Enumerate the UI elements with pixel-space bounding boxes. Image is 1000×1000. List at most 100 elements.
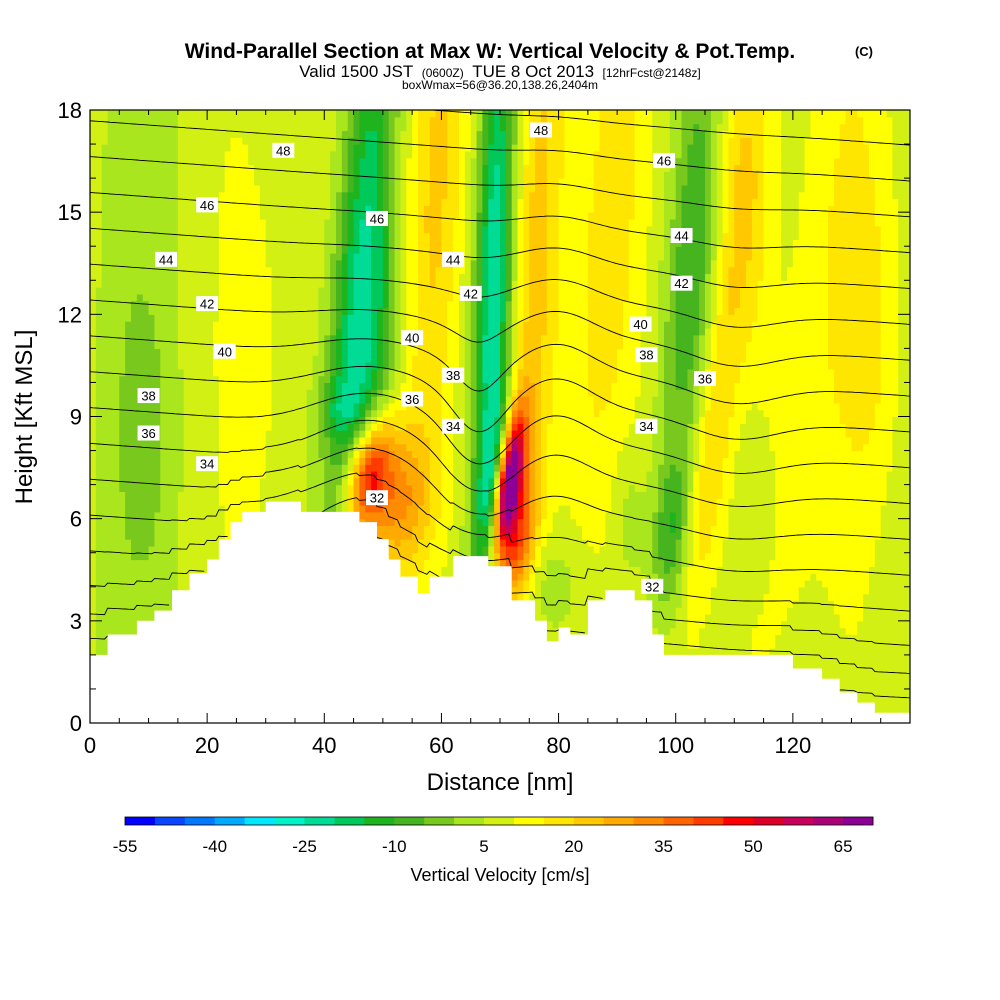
velocity-cell bbox=[382, 198, 390, 206]
velocity-cell bbox=[154, 205, 161, 213]
velocity-cell bbox=[382, 314, 390, 322]
velocity-cell bbox=[330, 130, 337, 138]
velocity-cell bbox=[107, 586, 115, 595]
velocity-cell bbox=[388, 368, 396, 377]
velocity-cell bbox=[107, 600, 115, 608]
velocity-cell bbox=[248, 137, 255, 145]
velocity-cell bbox=[142, 614, 150, 622]
velocity-cell bbox=[242, 205, 249, 213]
velocity-cell bbox=[394, 164, 402, 172]
velocity-cell bbox=[382, 157, 390, 166]
velocity-cell bbox=[371, 362, 378, 370]
velocity-cell bbox=[136, 375, 144, 384]
velocity-cell bbox=[289, 334, 296, 343]
velocity-cell bbox=[289, 253, 296, 261]
velocity-cell bbox=[236, 321, 243, 329]
velocity-cell bbox=[236, 402, 243, 411]
velocity-cell bbox=[336, 212, 343, 220]
velocity-cell bbox=[148, 484, 156, 493]
velocity-cell bbox=[312, 280, 320, 288]
velocity-cell bbox=[101, 614, 109, 622]
velocity-cell bbox=[371, 348, 378, 356]
velocity-cell bbox=[388, 287, 396, 295]
velocity-cell bbox=[330, 164, 337, 172]
velocity-cell bbox=[125, 341, 132, 349]
velocity-cell bbox=[213, 477, 220, 486]
velocity-cell bbox=[394, 191, 402, 200]
velocity-cell bbox=[236, 382, 243, 390]
velocity-cell bbox=[382, 225, 390, 234]
velocity-cell bbox=[195, 532, 202, 540]
velocity-cell bbox=[160, 416, 167, 424]
velocity-cell bbox=[295, 184, 302, 193]
velocity-cell bbox=[259, 273, 267, 281]
velocity-cell bbox=[95, 600, 103, 608]
velocity-cell bbox=[113, 375, 120, 384]
velocity-cell bbox=[394, 130, 402, 138]
velocity-cell bbox=[125, 525, 132, 533]
velocity-cell bbox=[400, 314, 407, 322]
velocity-cell bbox=[295, 396, 302, 404]
velocity-cell bbox=[341, 382, 349, 390]
velocity-cell bbox=[107, 137, 115, 145]
velocity-cell bbox=[388, 327, 396, 336]
velocity-cell bbox=[95, 150, 103, 159]
velocity-cell bbox=[148, 321, 156, 329]
velocity-cell bbox=[406, 273, 413, 281]
velocity-cell bbox=[148, 552, 156, 561]
velocity-cell bbox=[295, 382, 302, 390]
velocity-cell bbox=[330, 396, 337, 404]
velocity-cell bbox=[113, 218, 120, 227]
velocity-cell bbox=[201, 123, 208, 132]
velocity-cell bbox=[365, 430, 372, 438]
velocity-cell bbox=[382, 280, 390, 288]
velocity-cell bbox=[207, 150, 214, 159]
velocity-cell bbox=[336, 178, 343, 186]
velocity-cell bbox=[400, 232, 407, 241]
velocity-cell bbox=[172, 430, 179, 438]
velocity-cell bbox=[172, 552, 179, 561]
velocity-cell bbox=[341, 450, 349, 458]
velocity-cell bbox=[400, 300, 407, 309]
velocity-cell bbox=[201, 552, 208, 561]
velocity-cell bbox=[242, 130, 249, 138]
velocity-cell bbox=[341, 130, 349, 138]
velocity-cell bbox=[371, 396, 378, 404]
velocity-cell bbox=[259, 144, 267, 152]
velocity-cell bbox=[400, 491, 407, 499]
velocity-cell bbox=[136, 205, 144, 213]
velocity-cell bbox=[131, 511, 138, 520]
velocity-cell bbox=[166, 184, 173, 193]
velocity-cell bbox=[213, 416, 220, 424]
velocity-cell bbox=[300, 157, 308, 166]
velocity-cell bbox=[377, 293, 384, 302]
velocity-cell bbox=[324, 218, 331, 227]
velocity-cell bbox=[136, 409, 144, 418]
velocity-cell bbox=[347, 137, 355, 145]
velocity-cell bbox=[242, 273, 249, 281]
velocity-cell bbox=[394, 430, 402, 438]
velocity-cell bbox=[136, 280, 144, 288]
velocity-cell bbox=[330, 334, 337, 343]
velocity-cell bbox=[148, 505, 156, 513]
velocity-cell bbox=[224, 218, 232, 227]
velocity-cell bbox=[388, 416, 396, 424]
velocity-cell bbox=[406, 484, 413, 493]
velocity-cell bbox=[95, 382, 103, 390]
velocity-cell bbox=[119, 382, 126, 390]
velocity-cell bbox=[107, 116, 115, 125]
velocity-cell bbox=[254, 205, 261, 213]
velocity-cell bbox=[95, 552, 103, 561]
velocity-cell bbox=[283, 259, 290, 268]
velocity-cell bbox=[283, 457, 290, 465]
velocity-cell bbox=[195, 341, 202, 349]
velocity-cell bbox=[189, 389, 197, 397]
velocity-cell bbox=[224, 430, 232, 438]
velocity-cell bbox=[218, 164, 226, 172]
velocity-cell bbox=[230, 368, 238, 377]
velocity-cell bbox=[236, 314, 243, 322]
velocity-cell bbox=[224, 368, 232, 377]
velocity-cell bbox=[119, 620, 126, 629]
velocity-cell bbox=[142, 491, 150, 499]
velocity-cell bbox=[207, 334, 214, 343]
